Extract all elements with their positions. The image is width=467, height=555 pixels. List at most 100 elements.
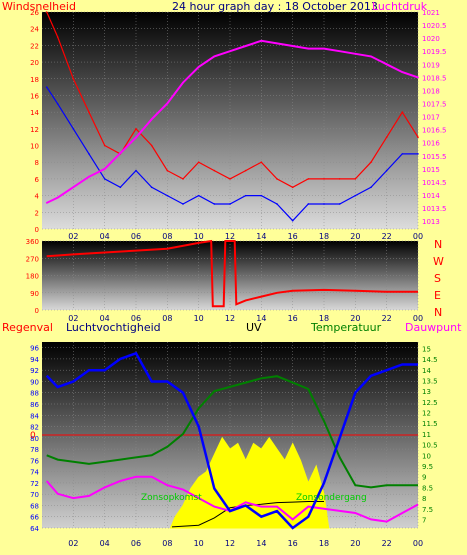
pressure-point [291,45,294,47]
wind-gust-point [56,103,59,105]
x-tick-label: 20 [350,539,360,548]
y-tick-label-left: 88 [30,390,39,398]
x-tick-label: 00 [413,539,423,548]
wind-speed-point [354,178,357,180]
wind-gust-point [338,203,341,205]
x-tick-label: 10 [194,314,204,323]
wind-gust-point [291,219,294,222]
x-tick-label: 22 [382,314,392,323]
wind-gust-point [166,194,169,197]
y-tick-label-right: 1020 [422,35,440,43]
pressure-point [417,76,419,79]
compass-label-e: E [434,289,441,302]
humidity-axis-title: Luchtvochtigheid [66,321,161,334]
wind-gust-point [323,203,325,205]
x-tick-label: 04 [100,539,110,548]
y-tick-label-left: 18 [30,76,39,84]
uv-area [169,436,330,529]
compass-label-s: S [434,272,441,285]
x-tick-label: 02 [68,539,78,548]
y-tick-label-right: 1019 [422,61,440,69]
pressure-point [338,50,341,53]
x-tick-label: 16 [288,232,298,241]
wind-gust-point [72,128,75,130]
x-tick-label: 18 [319,232,329,241]
x-tick-label: 14 [256,539,266,548]
y-tick-label-right: 10 [422,452,431,460]
wind-gust-point [182,203,184,205]
y-tick-label-right: 15 [422,345,431,353]
y-tick-label-right: 1016 [422,140,440,148]
pressure-point [370,55,372,58]
wind-speed-point [45,11,48,13]
x-tick-label: 06 [131,232,141,241]
humidity-line [45,351,418,530]
y-tick-label-left: 70 [30,491,39,499]
y-tick-label-right: 7.5 [422,506,433,514]
x-tick-label: 22 [382,232,392,241]
y-tick-label-left: 26 [30,9,39,17]
wind-gust-point [401,153,404,155]
wind-gust-point [370,186,372,189]
y-tick-label-left: 270 [26,255,39,263]
x-tick-label: 12 [225,314,235,323]
x-tick-label: 08 [162,314,172,323]
pressure-point [401,71,404,73]
pressure-point [229,50,231,53]
wind-gust-point [119,186,122,189]
chart-marks [42,11,419,530]
wind-gust-point [276,203,278,205]
wind-speed-point [385,136,388,138]
y-tick-label-left: 78 [30,446,39,454]
y-tick-label-right: 1013.5 [422,205,447,213]
wind-speed-point [307,178,310,180]
x-tick-label: 12 [225,539,235,548]
pressure-point [182,81,184,84]
pressure-point [88,175,90,178]
y-tick-label-right: 14 [422,367,431,375]
wind-gust-point [197,194,200,197]
wind-speed-point [260,161,263,164]
y-tick-label-left: 72 [30,480,39,488]
y-tick-label-left: 24 [30,26,39,34]
tick-labels: 02 04 06 08 10 12 14 16 18 20 22 000246810121416182… [26,9,447,548]
y-tick-label-left: 2 [35,209,39,217]
x-tick-label: 18 [319,314,329,323]
wind-gust-point [103,178,106,180]
y-tick-label-left: 0 [35,226,39,234]
x-tick-label: 00 [413,232,423,241]
pressure-point [150,118,153,120]
pressure-point [135,136,137,139]
wind-speed-point [417,136,419,138]
x-tick-label: 12 [225,232,235,241]
y-tick-label-right: 1018.5 [422,74,447,82]
y-tick-label-left: 0 [35,307,39,315]
wind-speed-point [182,178,184,180]
wind-gust-point [307,203,310,205]
wind-gust-point [244,194,247,197]
panel-direction-background [42,241,418,310]
y-tick-label-right: 1021 [422,9,440,17]
wind-gust-point [150,186,153,189]
y-tick-label-left: 22 [30,42,39,50]
y-tick-label-right: 12 [422,410,431,418]
y-tick-label-left: 20 [30,59,39,67]
x-tick-label: 04 [100,232,110,241]
wind-direction-line [46,239,418,308]
sunset-label: Zonsondergang [296,493,367,503]
y-tick-label-right: 1017.5 [422,101,447,109]
x-tick-label: 04 [100,314,110,323]
wind-speed-point [166,169,169,172]
x-tick-label: 02 [68,314,78,323]
dewpoint-axis-title: Dauwpunt [405,321,462,334]
y-tick-label-left: 84 [30,412,39,420]
y-tick-label-left: 90 [30,290,39,298]
y-tick-label-right: 11.5 [422,420,438,428]
y-tick-label-left: 64 [30,525,39,533]
y-tick-label-right: 13.5 [422,377,438,385]
wind-axis-title: Windsnelheid [2,0,76,13]
y-tick-label-right: 1018 [422,87,440,95]
y-tick-label-left: 8 [35,159,39,167]
wind-speed-point [197,161,200,164]
y-tick-label-right: 8.5 [422,484,433,492]
